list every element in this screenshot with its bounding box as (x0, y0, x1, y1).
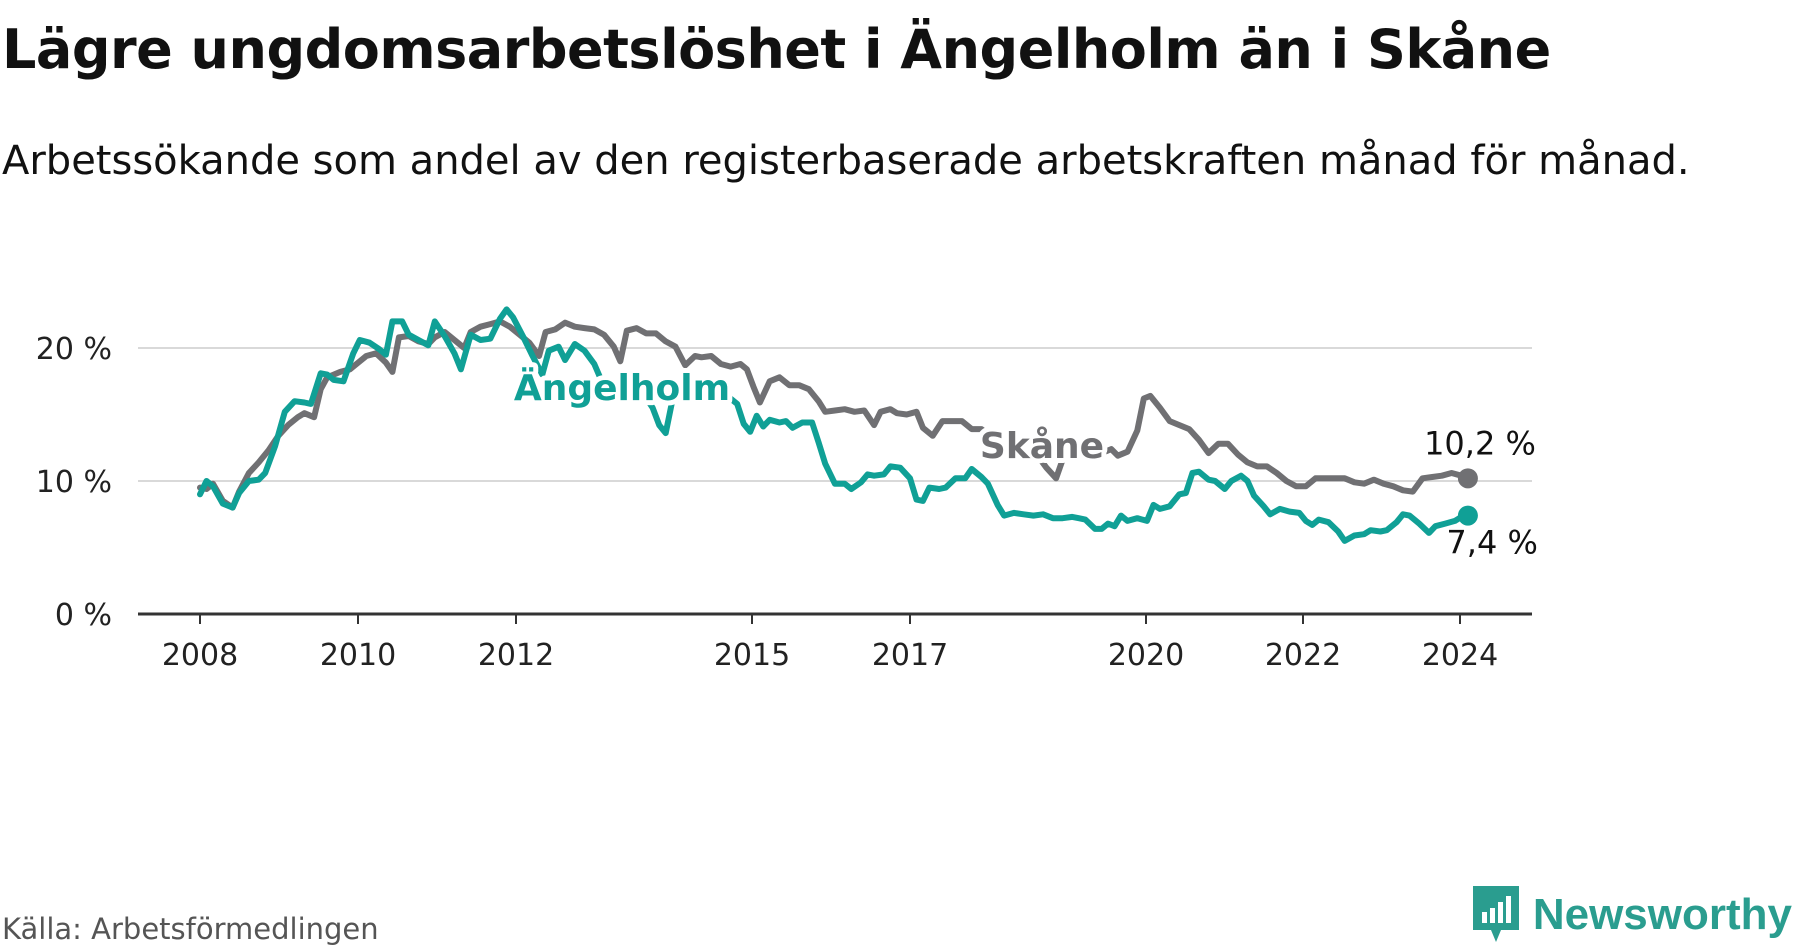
series-end-dot-skane (1457, 468, 1478, 489)
x-tick-label: 2017 (872, 638, 948, 673)
series-label-halo: Ängelholm (514, 367, 730, 409)
chart-title: Lägre ungdomsarbetslöshet i Ängelholm än… (2, 18, 1551, 81)
x-tick-label: 2008 (162, 638, 238, 673)
series-label-skane: Skåne (980, 426, 1104, 467)
end-value-label: 7,4 % (1446, 524, 1537, 562)
brand-logo: Newsworthy (1471, 884, 1792, 946)
x-tick-label: 2020 (1108, 638, 1184, 673)
x-tick-label: 2015 (714, 638, 790, 673)
y-tick-label: 0 % (55, 598, 112, 633)
x-tick-label: 2024 (1422, 638, 1498, 673)
chart-subtitle: Arbetssökande som andel av den registerb… (2, 138, 1690, 184)
brand-name: Newsworthy (1532, 890, 1792, 939)
series-line-angelholm (197, 306, 1471, 544)
x-tick-label: 2010 (320, 638, 396, 673)
newsworthy-logo-icon (1472, 886, 1519, 942)
source-note: Källa: Arbetsförmedlingen (2, 912, 379, 946)
series-layer (197, 306, 1478, 544)
axes: 0 % 10 % 20 % 2008 2010 2012 2015 2017 2020 2022 2… (36, 332, 1532, 673)
series-label-halo: Skåne (980, 426, 1104, 467)
y-tick-label: 20 % (36, 332, 112, 367)
series-label-angelholm: Ängelholm (514, 367, 730, 409)
series-line-skane (197, 318, 1471, 511)
x-tick-label: 2022 (1265, 638, 1341, 673)
end-value-label: 10,2 % (1424, 424, 1536, 462)
series-end-dot-angelholm (1457, 505, 1478, 526)
x-tick-label: 2012 (478, 638, 554, 673)
y-tick-label: 10 % (36, 465, 112, 500)
